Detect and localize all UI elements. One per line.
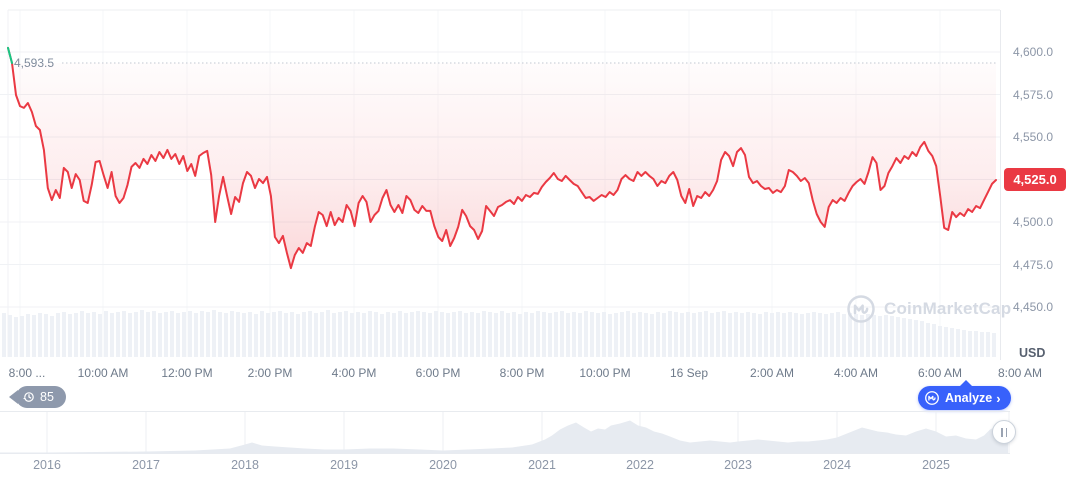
time-axis-tick: 4:00 AM: [833, 366, 879, 380]
price-axis-tick: 4,500.0: [1013, 215, 1054, 229]
time-axis-tick: 4:00 PM: [331, 366, 377, 380]
currency-unit-label: USD: [1019, 346, 1046, 360]
scrubber-year-tick: 2025: [922, 458, 950, 472]
analyze-button[interactable]: Analyze ›: [918, 386, 1011, 410]
time-axis-tick: 10:00 PM: [579, 366, 631, 380]
price-axis-tick: 4,450.0: [1013, 300, 1054, 314]
scrubber-year-tick: 2023: [724, 458, 752, 472]
current-price-badge: 4,525.0: [1004, 168, 1066, 191]
price-axis-border: [1000, 10, 1001, 360]
session-high-label: 4,593.5: [14, 56, 55, 70]
scrubber-year-tick: 2019: [330, 458, 358, 472]
scrubber-year-tick: 2017: [132, 458, 160, 472]
price-axis-tick: 4,550.0: [1013, 130, 1054, 144]
price-axis-tick: 4,600.0: [1013, 45, 1054, 59]
date-range-scrubber[interactable]: [0, 411, 1010, 455]
price-axis-tick: 4,475.0: [1013, 257, 1054, 272]
bar-replay-count-badge[interactable]: 85: [16, 386, 66, 408]
price-chart-canvas[interactable]: [0, 0, 1000, 360]
chevron-right-icon: ›: [996, 390, 1001, 406]
time-axis-tick: 16 Sep: [669, 366, 709, 380]
time-axis-tick: 10:00 AM: [77, 366, 129, 380]
time-axis-tick: 2:00 AM: [749, 366, 795, 380]
scrubber-year-tick: 2021: [528, 458, 556, 472]
history-clock-icon: [23, 392, 34, 402]
price-axis-tick: 4,575.0: [1013, 87, 1054, 102]
scrubber-drag-handle[interactable]: [992, 420, 1016, 444]
time-axis-tick: 2:00 PM: [247, 366, 293, 380]
scrubber-year-tick: 2018: [231, 458, 259, 472]
time-axis-tick: 12:00 PM: [161, 366, 213, 380]
time-axis-tick: 8:00 ...: [8, 366, 46, 380]
analyze-button-label: Analyze: [945, 391, 993, 405]
time-axis-tick: 6:00 PM: [415, 366, 461, 380]
coinmarketcap-watermark: CoinMarketCap: [846, 294, 1011, 324]
coinmarketcap-logo-icon: [925, 391, 939, 405]
scrubber-year-tick: 2016: [33, 458, 61, 472]
scrubber-year-tick: 2024: [823, 458, 851, 472]
time-axis-tick: 8:00 PM: [499, 366, 545, 380]
scrubber-year-tick: 2022: [626, 458, 654, 472]
time-axis-tick: 6:00 AM: [917, 366, 963, 380]
coinmarketcap-logo-icon: [847, 295, 875, 323]
scrubber-year-tick: 2020: [429, 458, 457, 472]
bar-replay-count: 85: [40, 390, 54, 404]
watermark-text: CoinMarketCap: [884, 299, 1012, 318]
time-axis-tick: 8:00 AM: [997, 366, 1043, 380]
